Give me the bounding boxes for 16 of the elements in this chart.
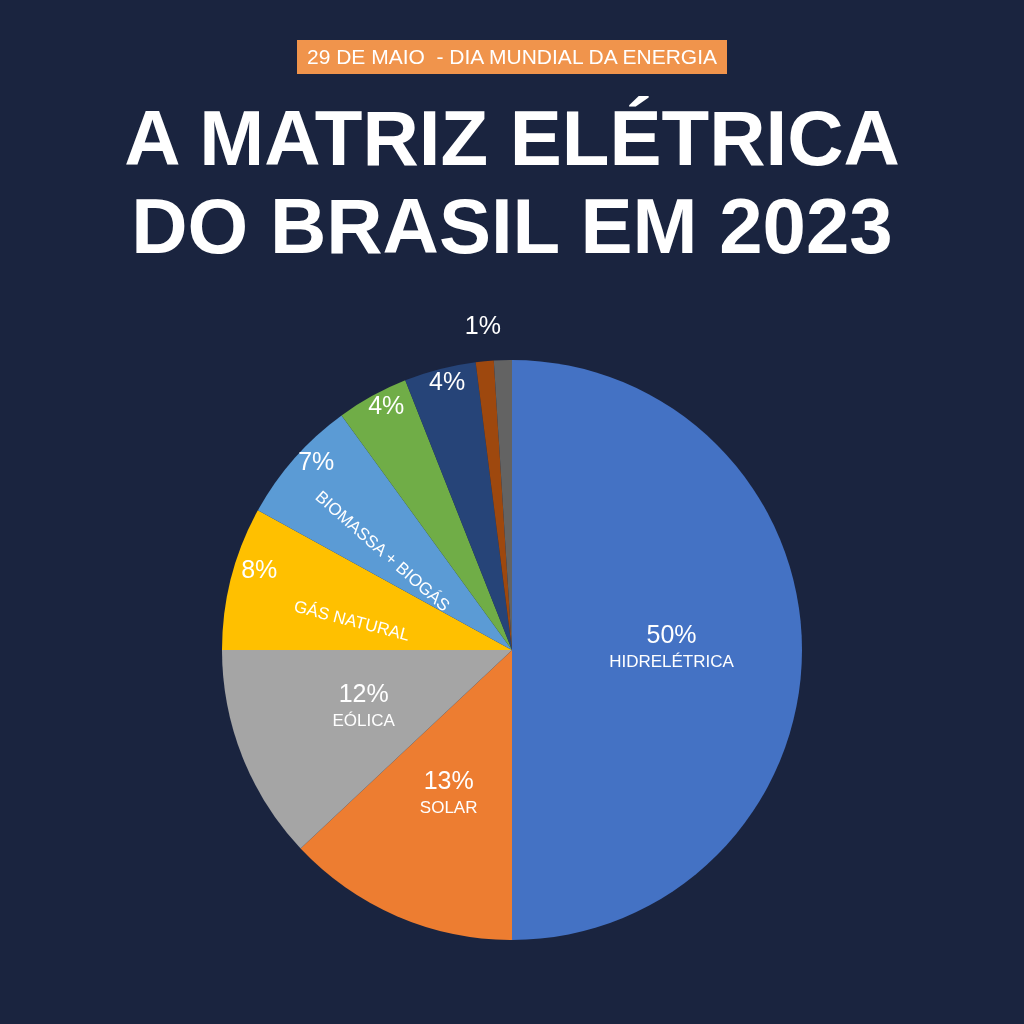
- chart-subtitle: 29 DE MAIO - DIA MUNDIAL DA ENERGIA: [297, 40, 727, 74]
- pie-slice: [300, 650, 512, 940]
- slice-label: SOLAR: [419, 798, 478, 818]
- data-label: 8%: [241, 555, 278, 584]
- data-label: 1%: [464, 311, 501, 340]
- slice-label: EÓLICA: [332, 710, 396, 730]
- data-label: 13%: [423, 766, 474, 795]
- data-label: 50%: [646, 620, 697, 648]
- data-label: 12%: [338, 678, 389, 707]
- data-label: 4%: [429, 367, 466, 396]
- data-label: 7%: [298, 447, 335, 476]
- data-label: 4%: [368, 391, 405, 420]
- slice-label: HIDRELÉTRICA: [609, 652, 735, 671]
- pie-slice: [512, 360, 802, 940]
- pie-slice: [222, 650, 512, 849]
- chart-title: A MATRIZ ELÉTRICA DO BRASIL EM 2023: [123, 94, 901, 270]
